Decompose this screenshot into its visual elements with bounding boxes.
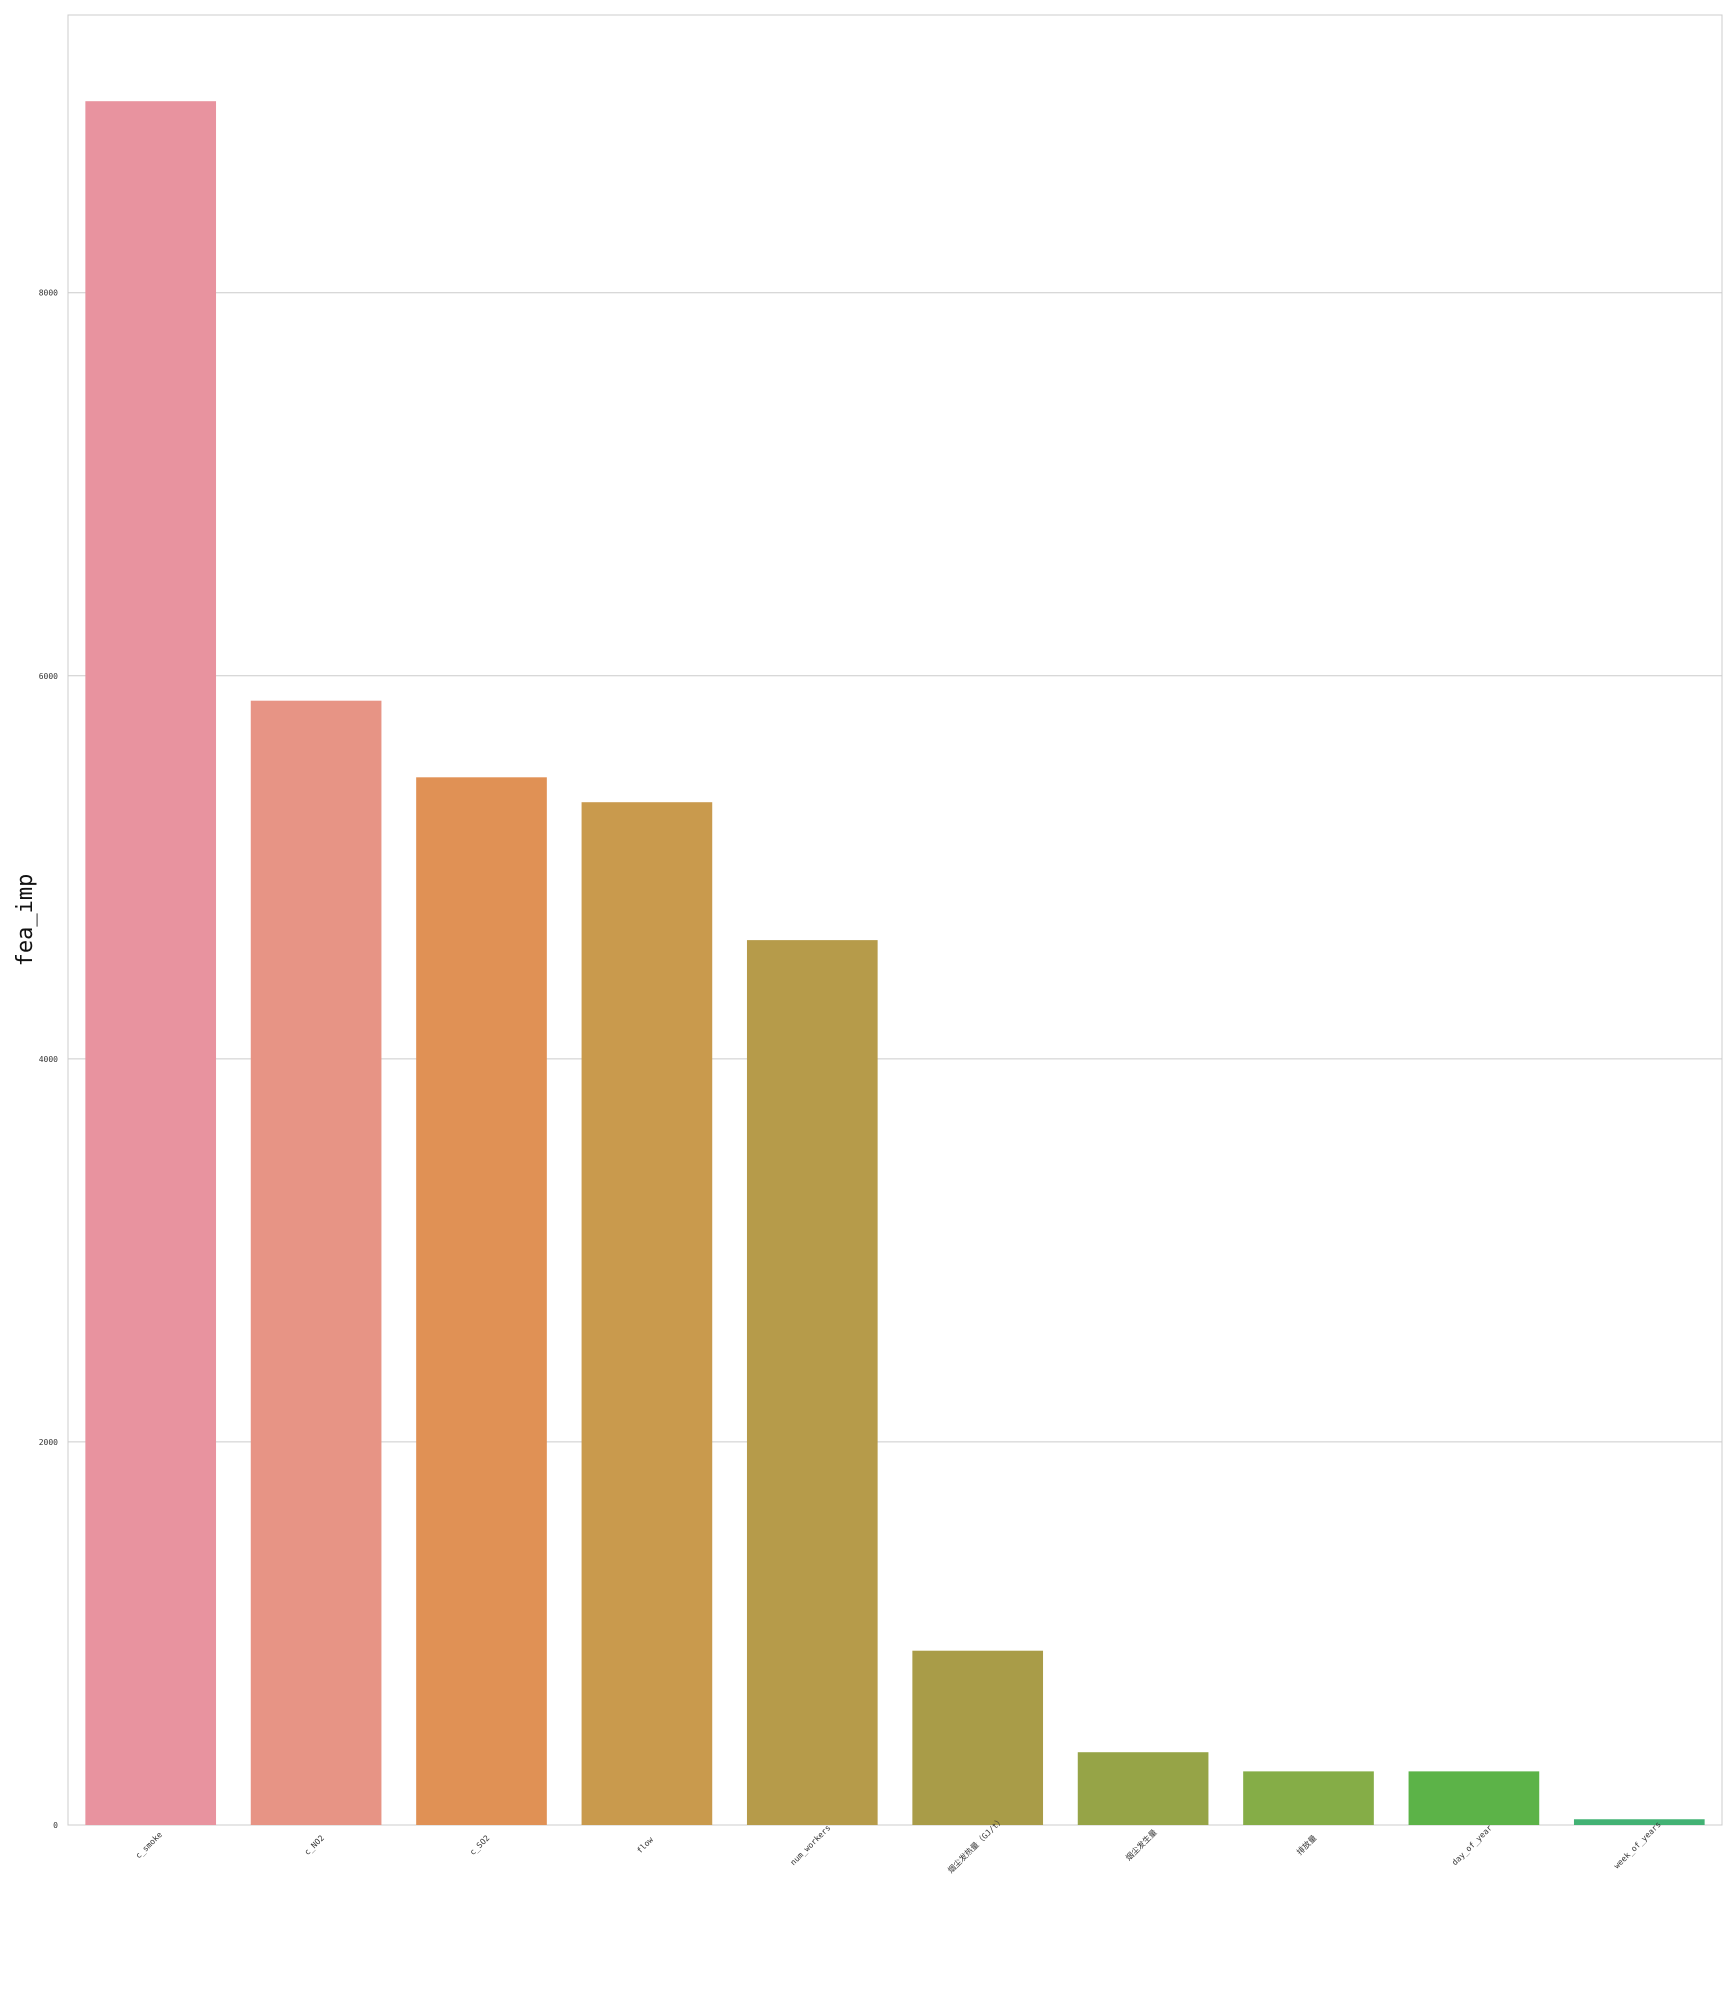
x-tick-label: num_workers: [789, 1823, 833, 1867]
bar-5: [912, 1650, 1044, 1825]
bars: [85, 101, 1705, 1826]
bar-8: [1408, 1771, 1540, 1825]
bar-0: [85, 101, 217, 1826]
x-tick-label: c_smoke: [134, 1830, 164, 1860]
bar-3: [581, 802, 713, 1825]
x-tick-label: flow: [635, 1835, 655, 1855]
bar-2: [416, 777, 547, 1825]
bar-4: [746, 940, 878, 1825]
bar-9: [1573, 1819, 1705, 1825]
bar-1: [250, 700, 382, 1825]
bar-6: [1077, 1752, 1209, 1825]
y-tick-label: 2000: [39, 1438, 58, 1447]
x-tick-label: day_of_year: [1450, 1823, 1494, 1867]
y-tick-label: 8000: [39, 289, 58, 298]
x-tick-label: c_SO2: [468, 1833, 492, 1857]
y-tick-label: 4000: [39, 1055, 58, 1064]
x-tick-label: 排放量: [1294, 1833, 1318, 1857]
plot-frame: [67, 14, 1723, 1826]
x-tick-label: week_of_years: [1612, 1820, 1663, 1871]
x-tick-label: 烟尘发生量: [1123, 1827, 1158, 1862]
x-tick-label: c_NO2: [303, 1833, 327, 1857]
y-tick-label: 0: [53, 1821, 58, 1830]
bar-7: [1243, 1771, 1374, 1825]
y-tick-labels: 0 2000 4000 6000 8000: [39, 289, 58, 1830]
y-tick-label: 6000: [39, 672, 58, 681]
y-axis-label: fea_imp: [13, 874, 38, 967]
